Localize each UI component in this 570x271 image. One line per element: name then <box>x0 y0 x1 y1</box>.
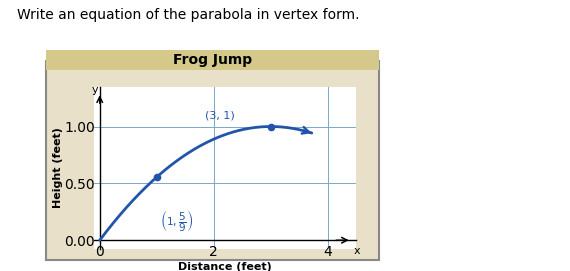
Text: Write an equation of the parabola in vertex form.: Write an equation of the parabola in ver… <box>17 8 360 22</box>
Text: $\left(1,\dfrac{5}{9}\right)$: $\left(1,\dfrac{5}{9}\right)$ <box>160 208 193 234</box>
Text: Frog Jump: Frog Jump <box>173 53 252 67</box>
Text: (3, 1): (3, 1) <box>205 111 235 121</box>
Text: y: y <box>92 85 99 95</box>
X-axis label: Distance (feet): Distance (feet) <box>178 262 272 271</box>
Text: x: x <box>353 246 360 256</box>
Y-axis label: Height (feet): Height (feet) <box>53 128 63 208</box>
